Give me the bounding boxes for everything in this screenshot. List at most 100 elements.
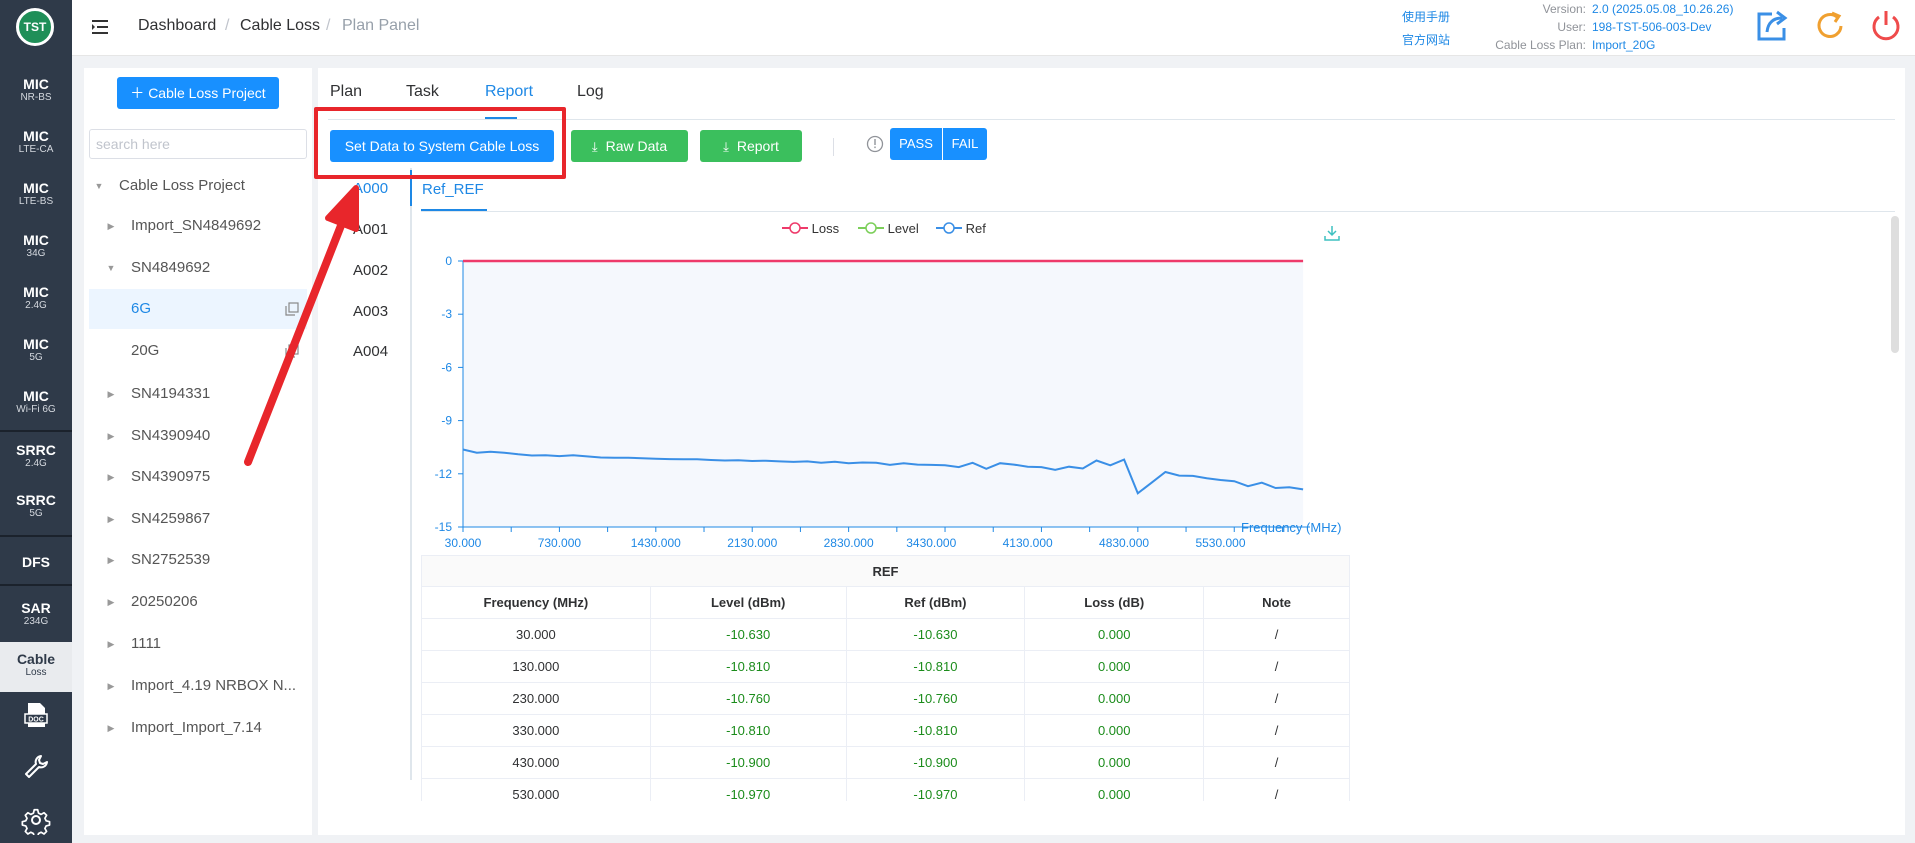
tree-node-cable-loss-project[interactable]: ▼ Cable Loss Project [89, 166, 307, 206]
user-manual-link[interactable]: 使用手册 [1402, 10, 1451, 24]
doc-icon[interactable]: DOC [21, 700, 51, 730]
vtab-a002[interactable]: A002 [353, 262, 389, 279]
legend-level-label: Level [887, 221, 919, 236]
rail-item-sar-234g[interactable]: SAR 234G [0, 600, 72, 627]
tab-plan[interactable]: Plan [330, 83, 363, 100]
rail-item-mic-wifi-6g[interactable]: MIC Wi-Fi 6G [0, 388, 72, 415]
caret-right-icon: ▶ [107, 389, 115, 399]
tab-task[interactable]: Task [406, 83, 439, 100]
rail-item-label: MIC [23, 284, 49, 300]
chart-download-icon[interactable] [1323, 224, 1341, 242]
rail-item-cable-loss[interactable]: Cable Loss [0, 642, 72, 692]
tree-search-input[interactable] [89, 129, 307, 159]
rail-item-srrc-5g[interactable]: SRRC 5G [0, 492, 72, 519]
y-tick-label: 0 [445, 254, 452, 268]
tree-node-1111[interactable]: ▶ 1111 [101, 624, 307, 664]
raw-data-button[interactable]: ⤓ Raw Data [571, 130, 688, 162]
gear-icon[interactable] [21, 805, 51, 835]
caret-right-icon: ▶ [107, 639, 115, 649]
cell-loss: 0.000 [1024, 650, 1205, 683]
vtab-a000[interactable]: A000 [353, 180, 389, 197]
vtab-a004[interactable]: A004 [353, 343, 389, 360]
rail-divider [0, 430, 72, 432]
tree-node-sn4849692[interactable]: ▼ SN4849692 [101, 248, 307, 288]
x-tick-label: 2830.000 [824, 536, 874, 550]
rail-item-sublabel: 2.4G [25, 458, 47, 469]
tree-node-label: SN4259867 [131, 510, 211, 527]
rail-item-sublabel: 2.4G [25, 300, 47, 311]
rail-item-srrc-2-4g[interactable]: SRRC 2.4G [0, 442, 72, 469]
official-site-link[interactable]: 官方网站 [1402, 33, 1451, 47]
download-icon: ⤓ [591, 139, 598, 154]
rail-item-mic-5g[interactable]: MIC 5G [0, 336, 72, 363]
tab-report[interactable]: Report [485, 83, 534, 100]
cell-ref: -10.630 [845, 618, 1026, 651]
tree-node-6g[interactable]: 6G [89, 289, 307, 329]
vtab-a001[interactable]: A001 [353, 221, 389, 238]
cell-ref: -10.970 [845, 778, 1026, 801]
content-scrollbar[interactable] [1891, 216, 1899, 353]
copy-icon[interactable] [285, 302, 299, 316]
rail-item-mic-lte-bs[interactable]: MIC LTE-BS [0, 180, 72, 207]
tree-node-import-4-19-nrbox[interactable]: ▶ Import_4.19 NRBOX N... [101, 666, 307, 706]
rail-item-mic-nr-bs[interactable]: MIC NR-BS [0, 76, 72, 103]
cell-loss: 0.000 [1024, 682, 1205, 715]
subtab-ref-ref[interactable]: Ref_REF [422, 181, 484, 198]
set-data-to-system-cable-loss-button[interactable]: Set Data to System Cable Loss [330, 130, 554, 162]
breadcrumb-dashboard[interactable]: Dashboard [138, 17, 217, 34]
breadcrumb-cable-loss[interactable]: Cable Loss [240, 17, 321, 34]
x-tick-label: 2130.000 [727, 536, 777, 550]
tree-node-import-sn4849692[interactable]: ▶ Import_SN4849692 [101, 206, 307, 246]
fail-filter-button[interactable]: FAIL [943, 128, 987, 160]
report-download-button[interactable]: ⤓ Report [700, 130, 802, 162]
power-icon[interactable] [1866, 6, 1906, 46]
cell-loss: 0.000 [1024, 618, 1205, 651]
legend-ref-marker [936, 222, 962, 234]
tree-node-20g[interactable]: 20G [89, 331, 307, 371]
tree-node-sn4194331[interactable]: ▶ SN4194331 [101, 374, 307, 414]
x-tick-label: 1430.000 [631, 536, 681, 550]
ref-data-table-container[interactable]: REF Frequency (MHz) Level (dBm) Ref (dBm… [421, 555, 1350, 801]
copy-icon[interactable] [285, 344, 299, 358]
tree-node-label: Import_4.19 NRBOX N... [131, 677, 297, 694]
legend-ref[interactable]: Ref [936, 221, 986, 236]
refresh-icon[interactable] [1810, 6, 1850, 46]
user-value: 198-TST-506-003-Dev [1592, 20, 1712, 34]
col-note: Note [1203, 586, 1350, 619]
rail-item-dfs[interactable]: DFS [0, 554, 72, 570]
rail-item-sublabel: Wi-Fi 6G [16, 404, 56, 415]
rail-item-label: MIC [23, 336, 49, 352]
tst-logo[interactable]: TST [16, 8, 54, 46]
rail-divider [0, 584, 72, 586]
rail-item-mic-lte-ca[interactable]: MIC LTE-CA [0, 128, 72, 155]
add-cable-loss-project-button[interactable]: ＋ Cable Loss Project [117, 77, 279, 109]
vtab-a003[interactable]: A003 [353, 303, 389, 320]
tree-node-sn4390940[interactable]: ▶ SN4390940 [101, 416, 307, 456]
y-tick-label: -12 [435, 467, 453, 481]
menu-toggle-icon[interactable] [90, 17, 110, 37]
tree-node-import-import-7-14[interactable]: ▶ Import_Import_7.14 [101, 708, 307, 748]
tree-node-sn4390975[interactable]: ▶ SN4390975 [101, 457, 307, 497]
tree-node-sn4259867[interactable]: ▶ SN4259867 [101, 499, 307, 539]
rail-item-sublabel: LTE-CA [18, 144, 54, 155]
tab-log[interactable]: Log [577, 83, 604, 100]
tree-node-20250206[interactable]: ▶ 20250206 [101, 582, 307, 622]
y-tick-label: -6 [441, 360, 452, 374]
cell-level: -10.630 [649, 618, 847, 651]
legend-level[interactable]: Level [858, 221, 919, 236]
subtab-active-indicator [421, 209, 487, 211]
tree-node-sn2752539[interactable]: ▶ SN2752539 [101, 540, 307, 580]
info-icon[interactable] [866, 135, 884, 153]
add-project-label: Cable Loss Project [148, 85, 266, 101]
legend-loss[interactable]: Loss [782, 221, 839, 236]
table-row: 430.000 -10.900 -10.900 0.000/ [421, 746, 1350, 779]
rail-item-mic-34g[interactable]: MIC 34G [0, 232, 72, 259]
wrench-icon[interactable] [21, 752, 51, 782]
legend-ref-label: Ref [965, 221, 986, 236]
toolbar-separator [833, 138, 834, 156]
tree-node-label: 20G [131, 342, 160, 359]
pass-filter-button[interactable]: PASS [890, 128, 942, 160]
x-tick-label: 4130.000 [1003, 536, 1053, 550]
share-icon[interactable] [1752, 6, 1792, 46]
rail-item-mic-2-4g[interactable]: MIC 2.4G [0, 284, 72, 311]
